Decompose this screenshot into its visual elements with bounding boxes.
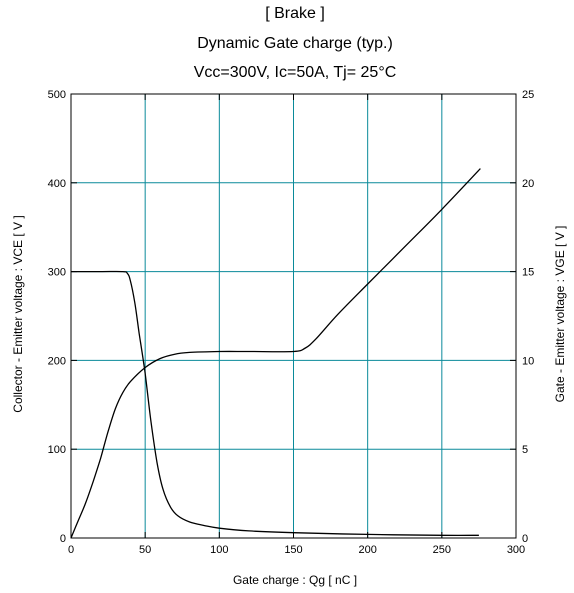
x-axis-ticks: 0 50 100 150 200 250 300 bbox=[68, 94, 525, 556]
gridlines bbox=[71, 94, 516, 538]
x-tick-label-2: 100 bbox=[210, 544, 228, 556]
y-right-tick-label-3: 15 bbox=[522, 267, 534, 279]
y-left-tick-label-1: 100 bbox=[48, 444, 66, 456]
x-tick-label-0: 0 bbox=[68, 544, 74, 556]
chart-title-line-3: Vcc=300V, Ic=50A, Tj= 25°C bbox=[194, 64, 397, 81]
y-left-tick-label-3: 300 bbox=[48, 267, 66, 279]
vge-series-line bbox=[70, 168, 481, 539]
x-tick-label-1: 50 bbox=[139, 544, 151, 556]
y-left-tick-label-5: 500 bbox=[48, 89, 66, 101]
chart-title: [ Brake ] Dynamic Gate charge (typ.) Vcc… bbox=[194, 5, 397, 81]
chart-title-line-1: [ Brake ] bbox=[265, 5, 325, 22]
y-right-axis-ticks: 0 5 10 15 20 25 bbox=[510, 89, 534, 545]
y-right-tick-label-5: 25 bbox=[522, 89, 534, 101]
y-left-axis-ticks: 0 100 200 300 400 500 bbox=[48, 89, 77, 545]
y-right-tick-label-2: 10 bbox=[522, 355, 534, 367]
vce-series-line bbox=[71, 270, 479, 537]
y-right-tick-label-0: 0 bbox=[522, 533, 528, 545]
y-right-axis-label: Gate - Emitter voltage : VGE [ V ] bbox=[553, 226, 567, 403]
x-tick-label-4: 200 bbox=[358, 544, 376, 556]
x-tick-label-3: 150 bbox=[284, 544, 302, 556]
y-left-tick-label-0: 0 bbox=[60, 533, 66, 545]
chart-title-line-2: Dynamic Gate charge (typ.) bbox=[197, 35, 393, 52]
x-tick-label-5: 250 bbox=[433, 544, 451, 556]
y-right-tick-label-4: 20 bbox=[522, 178, 534, 190]
y-right-tick-label-1: 5 bbox=[522, 444, 528, 456]
series-lines bbox=[70, 168, 481, 539]
y-left-tick-label-2: 200 bbox=[48, 355, 66, 367]
x-tick-label-6: 300 bbox=[507, 544, 525, 556]
x-axis-label: Gate charge : Qg [ nC ] bbox=[233, 573, 357, 587]
y-left-axis-label: Collector - Emitter voltage : VCE [ V ] bbox=[11, 215, 25, 412]
y-left-tick-label-4: 400 bbox=[48, 178, 66, 190]
